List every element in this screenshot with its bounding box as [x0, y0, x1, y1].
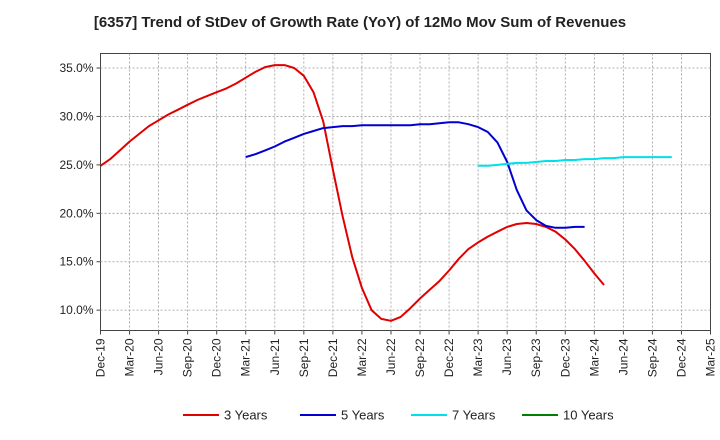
legend-label: 7 Years	[452, 408, 496, 423]
x-tick-label: Dec-21	[326, 338, 340, 377]
x-tick-label: Mar-21	[239, 338, 253, 376]
grid-lines	[100, 53, 711, 331]
x-tick-label: Dec-22	[442, 338, 456, 377]
x-tick-label: Mar-22	[355, 338, 369, 376]
y-tick-label: 35.0%	[59, 61, 93, 75]
x-tick-label: Dec-23	[558, 338, 572, 377]
x-tick-label: Mar-20	[123, 338, 137, 376]
x-tick-label: Sep-21	[297, 338, 311, 377]
x-tick-label: Mar-25	[704, 338, 718, 376]
y-tick-label: 30.0%	[59, 109, 93, 123]
plot-area	[100, 53, 711, 331]
y-tick-label: 10.0%	[59, 303, 93, 317]
y-tick-label: 25.0%	[59, 158, 93, 172]
series-line-3-years	[99, 64, 605, 322]
y-tick-label: 15.0%	[59, 255, 93, 269]
x-tick-label: Mar-23	[471, 338, 485, 376]
series-line-5-years	[245, 121, 585, 229]
x-tick-label: Jun-23	[500, 338, 514, 375]
chart-title: [6357] Trend of StDev of Growth Rate (Yo…	[93, 14, 627, 31]
x-tick-label: Sep-22	[413, 338, 427, 377]
y-tick-label: 20.0%	[59, 206, 93, 220]
x-tick-label: Dec-20	[210, 338, 224, 377]
x-tick-label: Jun-24	[616, 338, 630, 375]
x-tick-label: Mar-24	[587, 338, 601, 376]
x-tick-label: Jun-22	[384, 338, 398, 375]
series-lines	[99, 64, 672, 322]
x-tick-label: Dec-24	[674, 338, 688, 377]
x-tick-label: Sep-23	[529, 338, 543, 377]
legend-label: 10 Years	[563, 408, 614, 423]
x-tick-label: Dec-19	[94, 338, 108, 377]
legend-label: 3 Years	[224, 408, 268, 423]
x-tick-label: Jun-21	[268, 338, 282, 375]
series-line-7-years	[478, 156, 672, 167]
x-tick-label: Jun-20	[152, 338, 166, 375]
legend: 3 Years 5 Years 7 Years 10 Years	[183, 408, 614, 423]
x-tick-label: Sep-24	[645, 338, 659, 377]
axis-ticks: Dec-19 Mar-20 Jun-20 Sep-20 Dec-20 Mar-21 Jun-…	[59, 61, 717, 377]
x-tick-label: Sep-20	[181, 338, 195, 377]
legend-label: 5 Years	[341, 408, 385, 423]
